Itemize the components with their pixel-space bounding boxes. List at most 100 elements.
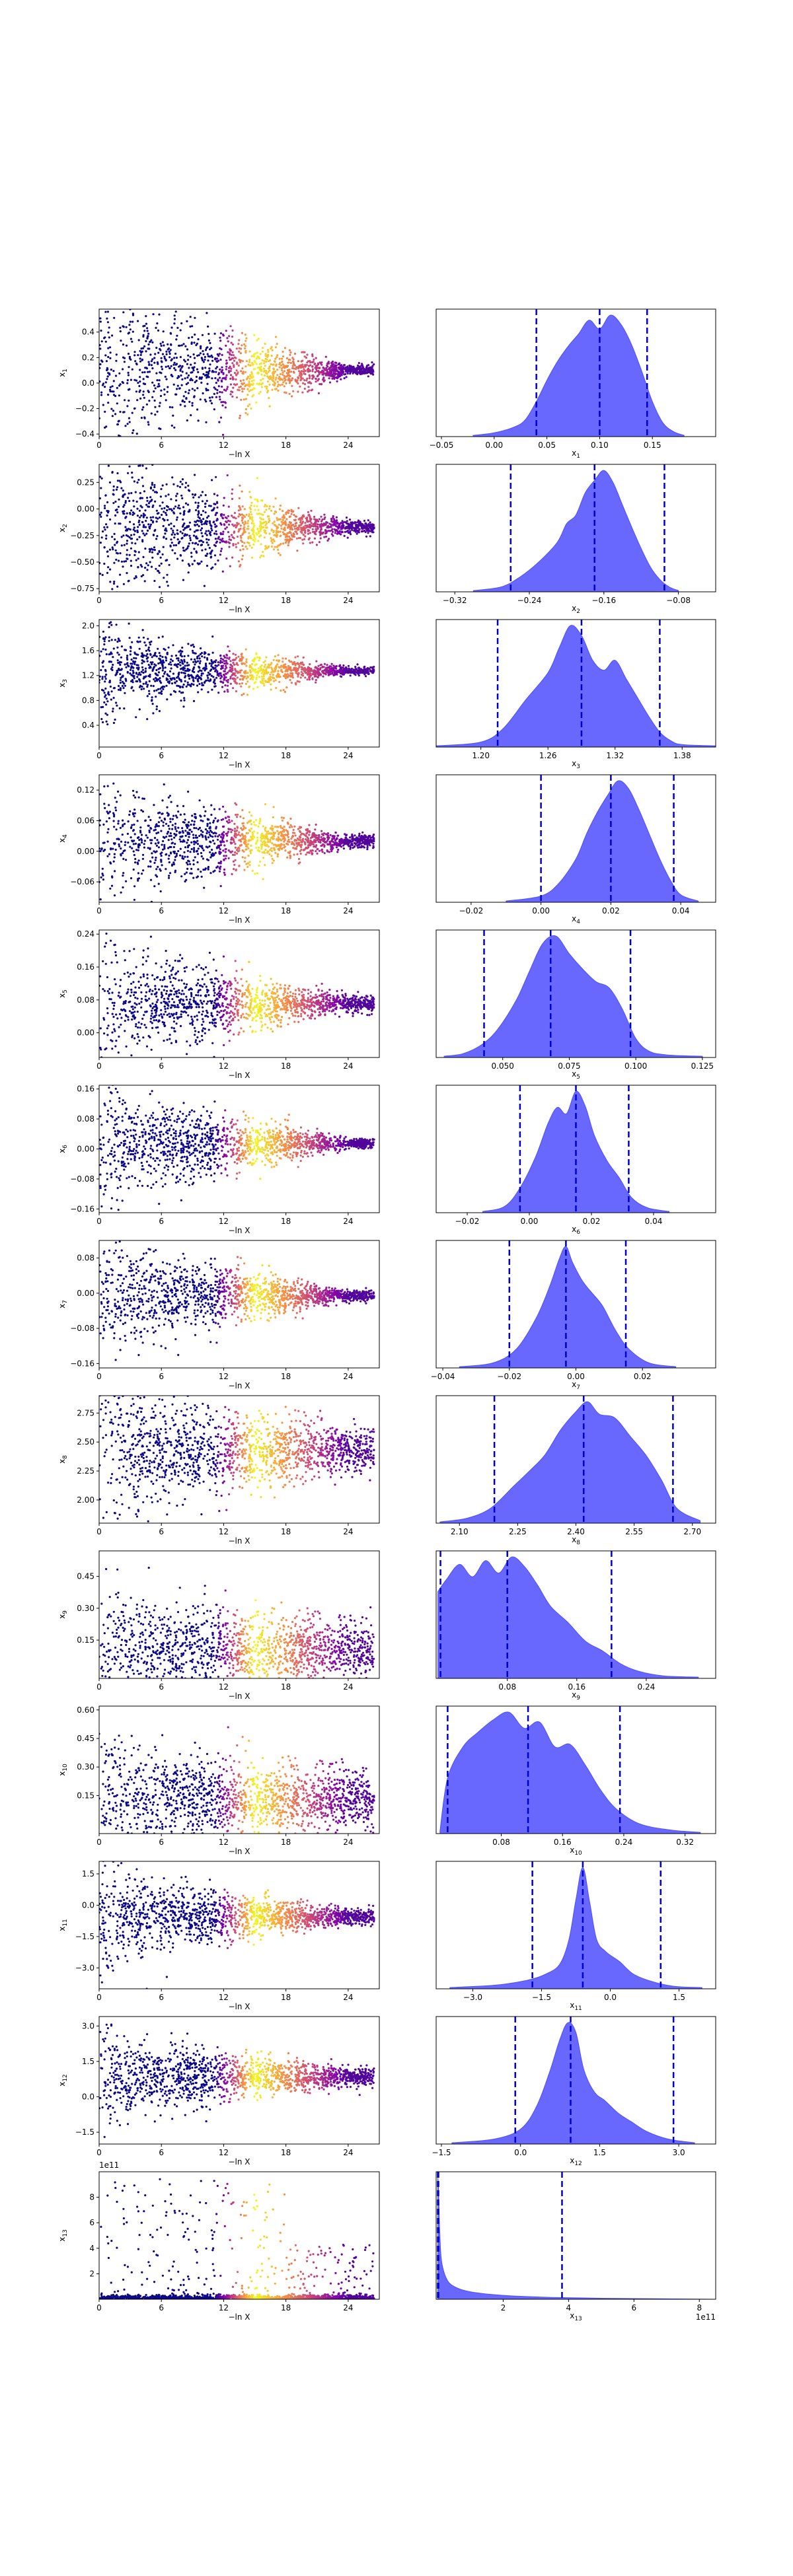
trace-point <box>141 539 144 542</box>
trace-point <box>250 513 253 516</box>
trace-point <box>340 522 342 524</box>
trace-point <box>347 523 350 526</box>
trace-point <box>270 676 272 678</box>
trace-point <box>264 680 267 683</box>
trace-point <box>176 334 178 337</box>
trace-point <box>328 851 330 853</box>
trace-point <box>238 350 241 353</box>
trace-point <box>282 542 285 545</box>
trace-point <box>119 410 122 413</box>
trace-point <box>174 352 177 355</box>
trace-point <box>279 675 282 678</box>
trace-point <box>183 659 186 661</box>
trace-point <box>289 817 292 820</box>
trace-point <box>148 690 151 692</box>
trace-point <box>143 676 145 678</box>
trace-point <box>252 676 255 679</box>
x-tick-label: 1.32 <box>606 751 624 760</box>
trace-point <box>116 511 119 514</box>
trace-point <box>172 544 175 547</box>
trace-point <box>147 371 149 373</box>
trace-point <box>128 499 131 503</box>
trace-point <box>342 521 345 524</box>
trace-point <box>237 364 240 367</box>
trace-point <box>275 365 278 367</box>
trace-point <box>313 537 316 540</box>
trace-point <box>209 400 212 402</box>
trace-point <box>167 505 169 509</box>
trace-point <box>268 369 271 372</box>
trace-point <box>280 689 282 692</box>
trace-point <box>133 480 135 483</box>
trace-point <box>223 388 225 391</box>
trace-point <box>323 518 326 520</box>
trace-point <box>159 516 161 519</box>
trace-point <box>319 532 321 534</box>
trace-point <box>129 328 132 331</box>
trace-point <box>108 626 110 629</box>
trace-point <box>106 369 108 372</box>
trace-point <box>260 667 262 670</box>
trace-point <box>196 519 199 522</box>
trace-point <box>147 391 150 394</box>
trace-point <box>231 536 234 538</box>
trace-point <box>221 805 225 808</box>
trace-point <box>211 688 213 691</box>
trace-point <box>254 498 256 501</box>
trace-point <box>297 377 300 380</box>
trace-point <box>328 373 330 376</box>
trace-point <box>331 368 334 371</box>
trace-point <box>169 332 172 334</box>
trace-point <box>167 347 170 350</box>
trace-point <box>285 668 287 671</box>
trace-point <box>223 514 225 517</box>
trace-point <box>235 373 238 376</box>
trace-point <box>221 353 223 357</box>
trace-point <box>122 687 125 690</box>
trace-point <box>163 672 166 675</box>
trace-point <box>116 659 119 662</box>
trace-point <box>128 536 131 539</box>
x-axis-label: −ln X <box>228 760 250 769</box>
trace-point <box>299 379 302 382</box>
trace-point <box>152 712 155 715</box>
trace-point <box>334 521 336 524</box>
trace-point <box>169 661 172 664</box>
trace-point <box>287 526 289 529</box>
trace-point <box>235 543 237 546</box>
trace-point <box>321 369 324 372</box>
trace-point <box>237 515 240 518</box>
trace-point <box>334 373 337 375</box>
trace-point <box>231 329 234 332</box>
trace-point <box>243 675 245 678</box>
trace-point <box>207 373 209 375</box>
trace-point <box>243 860 246 863</box>
trace-point <box>192 542 194 544</box>
trace-point <box>204 349 208 351</box>
trace-point <box>137 478 140 482</box>
trace-point <box>274 388 277 390</box>
trace-point <box>334 831 337 834</box>
trace-point <box>311 368 314 371</box>
trace-point <box>127 841 130 844</box>
trace-point <box>178 678 181 681</box>
trace-point <box>314 666 317 669</box>
trace-point <box>276 354 279 357</box>
trace-point <box>120 656 122 659</box>
trace-point <box>211 651 214 654</box>
trace-point <box>215 659 217 662</box>
trace-point <box>149 341 151 343</box>
trace-point <box>213 554 217 557</box>
trace-point <box>137 320 139 322</box>
trace-point <box>334 665 336 668</box>
trace-point <box>215 519 218 522</box>
trace-point <box>124 678 128 681</box>
trace-point <box>225 359 228 362</box>
trace-point <box>179 329 182 332</box>
trace-point <box>131 679 134 682</box>
trace-point <box>338 526 341 528</box>
trace-point <box>350 523 353 526</box>
trace-point <box>145 315 147 318</box>
trace-point <box>165 495 167 497</box>
